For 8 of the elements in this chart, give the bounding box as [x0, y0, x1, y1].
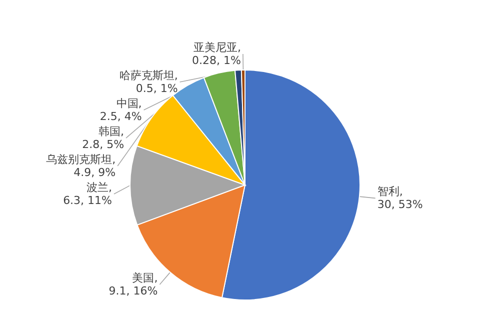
slice-label: 波兰, 6.3, 11% — [63, 181, 112, 208]
slice-label: 哈萨克斯坦, 0.5, 1% — [119, 69, 178, 96]
slice-label: 美国, 9.1, 16% — [108, 271, 158, 298]
slice-label: 韩国, 2.8, 5% — [82, 125, 124, 152]
slice-label: 亚美尼亚, 0.28, 1% — [192, 41, 241, 68]
slice-label: 智利, 30, 53% — [377, 185, 423, 212]
slice-label: 中国, 2.5, 4% — [100, 97, 142, 124]
slice-label: 乌兹别克斯坦, 4.9, 9% — [46, 153, 116, 180]
